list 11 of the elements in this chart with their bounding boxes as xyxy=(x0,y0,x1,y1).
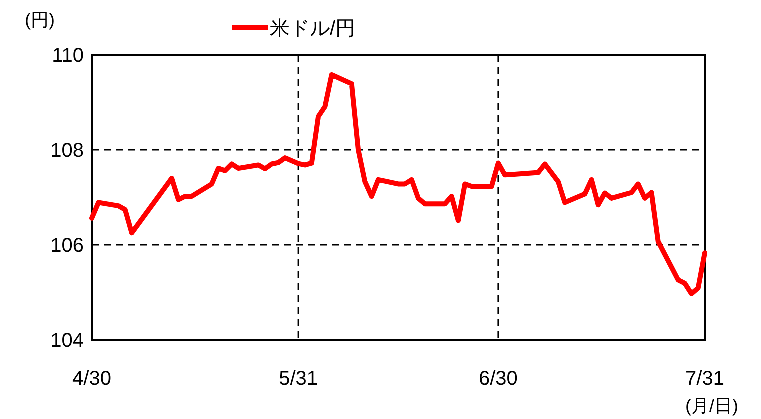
y-tick-label: 104 xyxy=(50,330,84,352)
legend-label: 米ドル/円 xyxy=(270,18,356,40)
y-tick-label: 108 xyxy=(50,140,84,162)
x-axis-title: (月/日) xyxy=(686,396,738,416)
x-tick-label: 5/31 xyxy=(279,368,318,390)
y-axis-title: (円) xyxy=(25,10,55,30)
x-tick-label: 4/30 xyxy=(72,368,112,390)
y-tick-label: 106 xyxy=(50,235,84,257)
x-tick-label: 7/31 xyxy=(686,368,724,390)
y-tick-label: 110 xyxy=(52,45,84,67)
x-tick-label: 6/30 xyxy=(478,368,518,390)
